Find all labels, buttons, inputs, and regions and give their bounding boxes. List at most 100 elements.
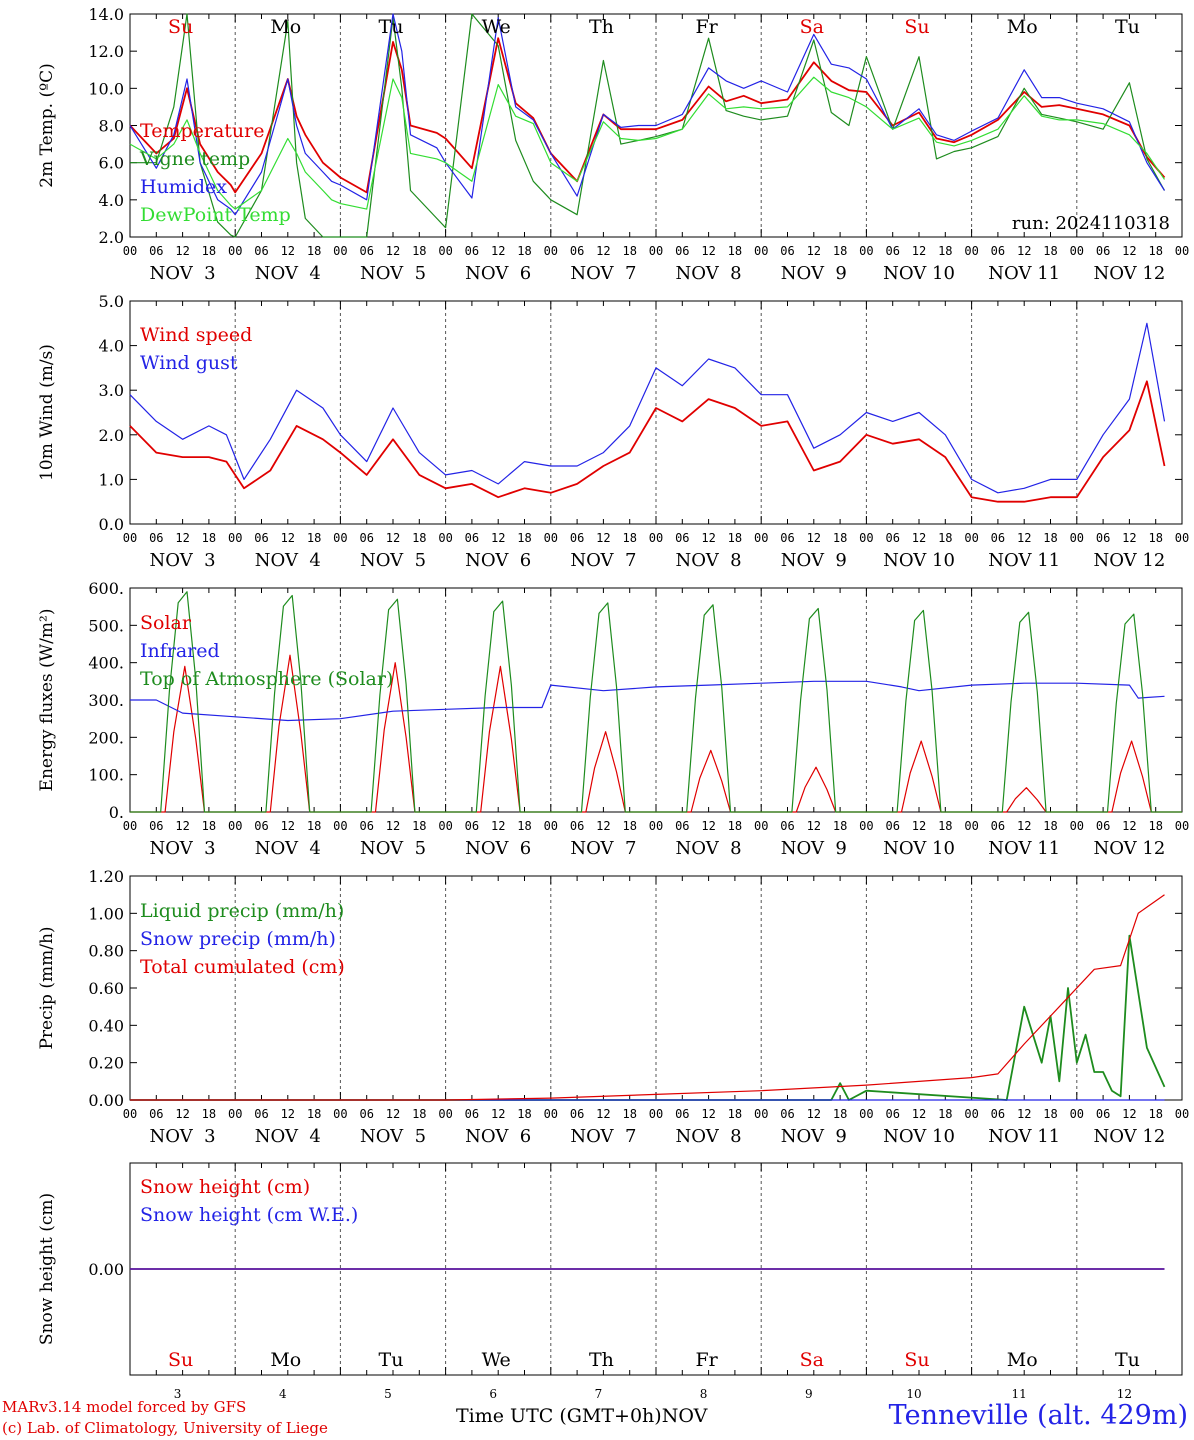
day-name-top: Tu	[1115, 16, 1140, 38]
hour-tick-label: 00	[228, 244, 242, 258]
hour-tick-label: 06	[885, 531, 899, 545]
day-name-bottom: Fr	[695, 1349, 718, 1371]
hour-tick-label: 12	[1017, 819, 1031, 833]
date-label: NOV 8	[676, 263, 742, 284]
hour-tick-label: 00	[649, 819, 663, 833]
date-label: NOV 3	[150, 838, 216, 859]
date-label: NOV 12	[1093, 263, 1165, 284]
date-label: NOV 9	[781, 263, 847, 284]
hour-tick-label: 18	[833, 819, 847, 833]
hour-tick-label: 00	[123, 1107, 137, 1121]
y-tick-label: 0.00	[88, 1091, 124, 1110]
hour-tick-label: 06	[1096, 244, 1110, 258]
date-label: NOV 4	[255, 1126, 321, 1147]
hour-tick-label: 12	[701, 819, 715, 833]
hour-tick-label: 00	[1070, 531, 1084, 545]
bottom-day-number: 9	[805, 1387, 813, 1401]
hour-tick-label: 00	[438, 819, 452, 833]
date-label: NOV 5	[360, 838, 426, 859]
hour-tick-label: 00	[438, 244, 452, 258]
hour-tick-label: 18	[517, 819, 531, 833]
bottom-day-number: 12	[1117, 1387, 1132, 1401]
y-axis-label: 10m Wind (m/s)	[37, 344, 57, 481]
hour-tick-label: 12	[386, 819, 400, 833]
date-label: NOV 6	[465, 550, 531, 571]
hour-tick-label: 06	[1096, 819, 1110, 833]
bottom-day-number: 5	[384, 1387, 392, 1401]
hour-tick-label: 06	[465, 531, 479, 545]
hour-tick-label: 06	[149, 244, 163, 258]
hour-tick-label: 12	[701, 1107, 715, 1121]
day-name-top: Th	[589, 16, 614, 38]
hour-tick-label: 18	[938, 1107, 952, 1121]
y-axis-label: 2m Temp. (ºC)	[37, 63, 57, 188]
date-label: NOV 10	[883, 550, 955, 571]
hour-tick-label: 00	[333, 1107, 347, 1121]
hour-tick-label: 12	[491, 244, 505, 258]
hour-tick-label: 06	[254, 531, 268, 545]
bottom-day-number: 11	[1012, 1387, 1027, 1401]
bottom-day-number: 7	[595, 1387, 603, 1401]
y-tick-label: 0.40	[88, 1016, 124, 1035]
hour-tick-label: 06	[254, 244, 268, 258]
hour-tick-label: 06	[780, 1107, 794, 1121]
hour-tick-label: 18	[517, 1107, 531, 1121]
date-label: NOV 3	[150, 263, 216, 284]
hour-tick-label: 18	[1148, 1107, 1162, 1121]
run-label: run: 2024110318	[1012, 213, 1170, 234]
hour-tick-label: 06	[149, 819, 163, 833]
y-tick-label: 400.	[88, 654, 124, 673]
legend-entry: Snow height (cm)	[140, 1176, 310, 1198]
day-name-bottom: Mo	[270, 1349, 301, 1371]
hour-tick-label: 06	[570, 1107, 584, 1121]
bottom-day-number: 6	[489, 1387, 497, 1401]
hour-tick-label: 18	[307, 819, 321, 833]
day-name-top: Su	[904, 16, 929, 38]
y-tick-label: 1.0	[99, 470, 124, 489]
hour-tick-label: 00	[438, 1107, 452, 1121]
hour-tick-label: 00	[123, 531, 137, 545]
hour-tick-label: 12	[701, 244, 715, 258]
station-label: Tenneville (alt. 429m)	[888, 1400, 1188, 1431]
legend-entry: Snow height (cm W.E.)	[140, 1204, 358, 1226]
hour-tick-label: 12	[1122, 244, 1136, 258]
hour-tick-label: 18	[202, 531, 216, 545]
bottom-day-number: 8	[700, 1387, 708, 1401]
hour-tick-label: 18	[728, 244, 742, 258]
hour-tick-label: 18	[1043, 244, 1057, 258]
hour-tick-label: 06	[991, 819, 1005, 833]
y-tick-label: 0.20	[88, 1054, 124, 1073]
y-tick-label: 1.20	[88, 867, 124, 886]
legend-entry: Liquid precip (mm/h)	[140, 900, 344, 922]
hour-tick-label: 06	[675, 244, 689, 258]
hour-tick-label: 18	[622, 531, 636, 545]
hour-tick-label: 06	[149, 531, 163, 545]
day-name-bottom: Su	[168, 1349, 193, 1371]
legend-entry: Wind gust	[140, 352, 238, 374]
date-label: NOV 7	[570, 838, 636, 859]
y-tick-label: 2.0	[99, 228, 124, 247]
date-label: NOV 10	[883, 1126, 955, 1147]
hour-tick-label: 18	[202, 244, 216, 258]
hour-tick-label: 12	[596, 244, 610, 258]
hour-tick-label: 06	[1096, 531, 1110, 545]
hour-tick-label: 00	[859, 1107, 873, 1121]
series-line-infrared	[130, 680, 1165, 722]
series-line-wind-gust	[129, 322, 1166, 494]
hour-tick-label: 12	[807, 531, 821, 545]
hour-tick-label: 00	[964, 819, 978, 833]
series-line-top-of-atmosphere-solar	[130, 591, 1182, 813]
y-tick-label: 8.0	[99, 117, 124, 136]
date-label: NOV 11	[988, 1126, 1060, 1147]
day-name-top: Fr	[695, 16, 718, 38]
hour-tick-label: 00	[754, 244, 768, 258]
month-label: NOV	[661, 1405, 708, 1427]
hour-tick-label: 00	[859, 244, 873, 258]
hour-tick-label: 00	[1070, 244, 1084, 258]
hour-tick-label: 18	[938, 244, 952, 258]
hour-tick-label: 06	[359, 1107, 373, 1121]
y-tick-label: 600.	[88, 579, 124, 598]
hour-tick-label: 18	[307, 531, 321, 545]
y-tick-label: 12.0	[88, 42, 124, 61]
